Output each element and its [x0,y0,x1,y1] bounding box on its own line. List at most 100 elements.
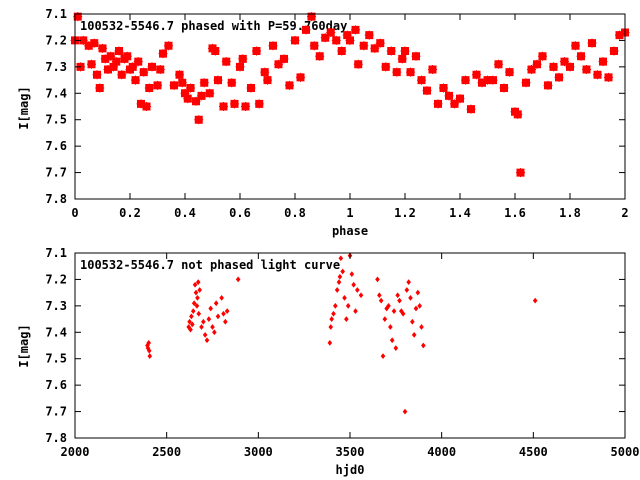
data-point-phased [571,41,580,51]
data-point-not-phased [199,324,204,330]
data-point-phased [219,102,228,111]
data-point-not-phased [202,332,208,338]
data-point-phased [532,59,542,69]
data-point-phased [494,59,503,69]
y-tick-label-phased: 7.1 [45,7,67,21]
data-point-phased [359,41,369,51]
data-point-not-phased [197,287,202,293]
y-tick-label-phased: 7.4 [45,86,67,100]
ticks-phased: 0 0.2 0.4 0.6 0.8 1 1.2 1.4 1.6 1.8 2 7.1 7.2 7.3 7.4 7… [45,7,628,220]
data-point-not-phased [190,321,195,328]
data-point-phased [290,35,300,45]
data-point-not-phased [191,300,197,307]
data-point-not-phased [336,279,342,285]
data-point-not-phased [327,339,333,346]
data-point-phased [392,67,402,77]
data-point-not-phased [340,268,345,275]
data-point-not-phased [147,353,153,359]
x-tick-label-not-phased: 4000 [427,445,456,459]
data-point-phased [205,88,215,98]
data-point-phased [183,94,193,104]
data-point-phased [221,57,231,67]
y-tick-label-not-phased: 7.4 [45,325,67,339]
data-point-not-phased [355,287,360,293]
data-point-phased [155,65,165,74]
data-point-not-phased [415,289,421,296]
data-point-not-phased [358,292,364,299]
data-point-not-phased [201,318,206,325]
data-point-phased [210,46,220,56]
data-point-not-phased [406,279,411,285]
data-point-phased [375,38,385,48]
data-point-not-phased [400,310,406,317]
data-point-phased [95,83,105,93]
data-point-phased [285,80,294,90]
data-point-not-phased [221,310,226,317]
data-point-not-phased [212,329,217,336]
data-point-not-phased [382,316,388,322]
data-point-phased [98,43,107,53]
data-point-not-phased [404,287,410,293]
x-tick-label-phased: 0.4 [174,206,196,220]
data-point-phased [213,75,223,85]
data-point-not-phased [334,287,340,293]
data-point-not-phased [204,337,210,344]
data-point-phased [241,102,250,111]
data-point-phased [197,91,206,101]
y-tick-label-not-phased: 7.5 [45,352,67,366]
data-point-not-phased [344,316,349,322]
data-point-phased [587,38,597,48]
data-point-phased [133,57,143,67]
data-point-phased [400,46,410,56]
data-point-not-phased [419,324,424,330]
data-point-phased [397,54,407,64]
data-point-phased [554,72,564,82]
data-point-not-phased [195,279,201,285]
data-point-phased [565,62,575,72]
data-point-not-phased [189,313,194,320]
panel-not-phased: 100532-5546.7 not phased light curve 200… [17,246,639,477]
data-point-phased [260,67,270,77]
x-tick-label-phased: 1.4 [449,206,471,220]
data-point-phased [576,51,586,61]
data-point-phased [411,51,421,61]
x-tick-label-phased: 1 [346,206,353,220]
data-point-phased [582,65,591,74]
data-point-phased [516,168,525,178]
data-point-phased [254,99,264,109]
data-point-phased [386,46,396,56]
data-point-not-phased [208,305,213,312]
data-point-not-phased [337,273,343,280]
x-tick-label-not-phased: 2000 [61,445,90,459]
data-point-phased [505,67,514,77]
x-tick-label-not-phased: 3000 [244,445,273,459]
data-point-phased [238,54,248,64]
data-point-phased [235,62,245,72]
data-point-phased [538,51,547,61]
ylabel-phased: I[mag] [17,86,31,129]
data-point-not-phased [195,295,200,301]
xlabel-not-phased: hjd0 [336,463,365,477]
data-point-not-phased [375,276,380,283]
plot-title-phased: 100532-5546.7 phased with P=59.760day [80,19,347,33]
y-tick-label-not-phased: 7.1 [45,246,67,260]
data-point-phased [609,46,619,56]
y-tick-label-phased: 7.6 [45,139,67,153]
data-point-phased [131,75,140,85]
points-not-phased [145,252,538,415]
data-point-phased [364,30,374,40]
data-point-phased [89,38,99,48]
data-point-not-phased [224,308,230,315]
ticks-not-phased: 2000 2500 3000 3500 4000 4500 5000 7.1 7.2 7.3 7.4… [45,246,639,459]
data-point-not-phased [402,408,408,415]
y-tick-label-phased: 7.8 [45,192,67,206]
data-point-not-phased [421,342,426,349]
data-point-phased [92,70,102,80]
data-point-phased [147,62,157,72]
data-point-phased [158,49,168,59]
data-point-phased [422,86,432,96]
data-point-not-phased [146,347,152,354]
data-point-not-phased [187,318,192,325]
data-point-phased [444,91,454,101]
